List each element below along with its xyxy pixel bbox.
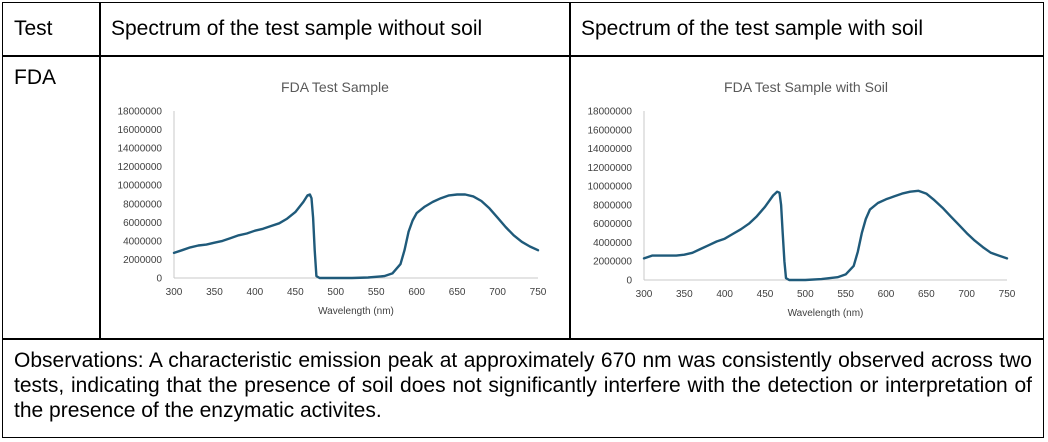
y-tick-label: 14000000	[118, 144, 163, 155]
y-tick-label: 10000000	[588, 182, 633, 193]
header-without-soil-label: Spectrum of the test sample without soil	[111, 17, 483, 40]
spectrum-line	[642, 189, 1009, 282]
x-tick-label: 300	[636, 289, 653, 300]
x-tick-label: 350	[676, 289, 693, 300]
y-tick-label: 16000000	[588, 125, 633, 136]
y-tick-label: 6000000	[593, 219, 632, 230]
header-row-divider	[3, 55, 1043, 57]
y-tick-label: 8000000	[593, 200, 632, 211]
y-tick-label: 8000000	[123, 199, 162, 210]
y-tick-label: 4000000	[123, 236, 162, 247]
x-tick-label: 450	[757, 289, 774, 300]
y-tick-label: 0	[156, 274, 162, 285]
x-tick-label: 550	[837, 289, 854, 300]
y-tick-label: 12000000	[118, 162, 163, 173]
x-tick-label: 650	[918, 289, 935, 300]
x-tick-label: 400	[247, 287, 264, 298]
y-tick-label: 18000000	[118, 107, 163, 118]
header-test-label: Test	[14, 17, 53, 40]
chart-cell-without-soil: FDA Test Sample 0 2000000 4000000 6000000 800…	[100, 56, 569, 338]
chart-cell-with-soil: FDA Test Sample with Soil 0 2000000 4000000…	[570, 56, 1043, 338]
y-tick-label: 10000000	[118, 181, 163, 192]
y-tick-label: 16000000	[118, 125, 163, 136]
x-axis-label: Wavelength (nm)	[788, 308, 864, 319]
row-label: FDA	[14, 66, 56, 89]
chart-title: FDA Test Sample with Soil	[724, 79, 888, 95]
y-tick-label: 0	[626, 276, 632, 287]
x-tick-label: 400	[716, 289, 733, 300]
y-tick-label: 14000000	[588, 144, 633, 155]
y-tick-label: 2000000	[123, 255, 162, 266]
x-tick-label: 500	[797, 289, 814, 300]
header-with-soil: Spectrum of the test sample with soil	[570, 3, 1043, 55]
y-tick-label: 6000000	[123, 218, 162, 229]
chart-without-soil: FDA Test Sample 0 2000000 4000000 6000000 800…	[118, 79, 547, 317]
y-tick-label: 2000000	[593, 257, 632, 268]
header-without-soil: Spectrum of the test sample without soil	[100, 3, 569, 55]
x-tick-label: 750	[530, 287, 547, 298]
x-tick-label: 650	[449, 287, 466, 298]
y-tick-label: 4000000	[593, 238, 632, 249]
x-axis-label: Wavelength (nm)	[318, 306, 394, 317]
x-tick-label: 550	[368, 287, 385, 298]
observations-text: Observations: A characteristic emission …	[14, 349, 1032, 422]
chart-title: FDA Test Sample	[281, 79, 389, 95]
chart-with-soil: FDA Test Sample with Soil 0 2000000 4000000…	[588, 79, 1016, 319]
header-test: Test	[3, 3, 99, 55]
y-tick-label: 18000000	[588, 107, 633, 118]
column-divider-2	[569, 3, 571, 338]
x-tick-label: 450	[287, 287, 304, 298]
observations-divider	[3, 338, 1043, 340]
column-divider-1	[99, 3, 101, 338]
header-with-soil-label: Spectrum of the test sample with soil	[581, 17, 923, 40]
y-tick-label: 12000000	[588, 163, 633, 174]
x-tick-label: 600	[408, 287, 425, 298]
x-tick-label: 500	[327, 287, 344, 298]
x-tick-label: 300	[166, 287, 183, 298]
x-tick-label: 350	[206, 287, 223, 298]
x-tick-label: 700	[958, 289, 975, 300]
row-label-cell: FDA	[3, 56, 99, 338]
spectrum-line	[172, 193, 540, 280]
x-tick-label: 600	[878, 289, 895, 300]
x-tick-label: 750	[999, 289, 1016, 300]
x-tick-label: 700	[489, 287, 506, 298]
observations-cell: Observations: A characteristic emission …	[14, 348, 1032, 423]
